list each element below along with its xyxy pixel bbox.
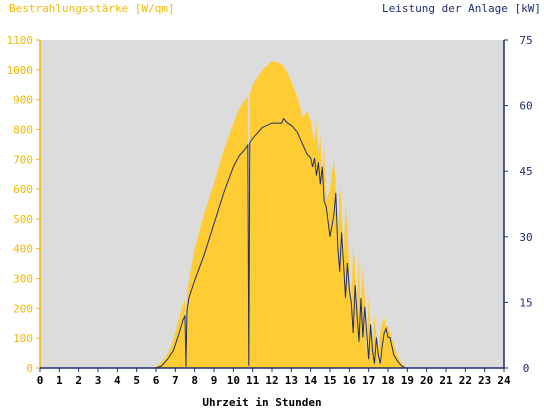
left-tick-label: 600 <box>13 183 33 196</box>
right-tick-label: 0 <box>523 362 530 375</box>
left-axis-title: Bestrahlungsstärke [W/qm] <box>9 2 175 15</box>
left-axis-ticks: 0 100 200 300 400 500 600 700 800 900 1000 1100 <box>7 34 40 375</box>
x-tick-label: 6 <box>153 374 160 387</box>
left-tick-label: 100 <box>13 332 33 345</box>
x-tick-label: 3 <box>95 374 102 387</box>
x-tick-label: 2 <box>75 374 82 387</box>
x-tick-label: 0 <box>37 374 44 387</box>
left-tick-label: 1100 <box>7 34 34 47</box>
x-tick-label: 20 <box>420 374 433 387</box>
power-line <box>40 117 504 369</box>
right-axis-title: Leistung der Anlage [kW] <box>382 2 541 15</box>
x-tick-label: 10 <box>227 374 240 387</box>
x-tick-label: 1 <box>56 374 63 387</box>
x-tick-label: 18 <box>381 374 394 387</box>
x-tick-label: 22 <box>459 374 472 387</box>
right-axis-ticks: 0 15 30 45 60 75 <box>504 34 533 375</box>
x-tick-label: 16 <box>343 374 357 387</box>
x-tick-label: 8 <box>191 374 198 387</box>
right-tick-label: 15 <box>519 296 532 309</box>
x-tick-label: 5 <box>133 374 140 387</box>
left-tick-label: 200 <box>13 302 33 315</box>
x-tick-label: 23 <box>478 374 491 387</box>
x-axis-ticks: 0 1 2 3 4 5 6 7 8 9 10 11 12 13 14 15 16 17 18 19 20 21 22 23 24 <box>37 368 511 387</box>
x-tick-label: 19 <box>401 374 414 387</box>
left-tick-label: 700 <box>13 153 33 166</box>
left-tick-label: 300 <box>13 273 33 286</box>
x-tick-label: 15 <box>323 374 336 387</box>
right-tick-label: 75 <box>519 34 532 47</box>
x-tick-label: 7 <box>172 374 179 387</box>
x-tick-label: 24 <box>497 374 511 387</box>
x-tick-label: 17 <box>362 374 375 387</box>
x-tick-label: 14 <box>304 374 318 387</box>
right-tick-label: 60 <box>519 100 532 113</box>
x-tick-label: 13 <box>285 374 298 387</box>
left-tick-label: 0 <box>26 362 33 375</box>
irradiance-area <box>40 60 504 369</box>
left-tick-label: 500 <box>13 213 33 226</box>
x-tick-label: 12 <box>265 374 278 387</box>
right-tick-label: 45 <box>519 165 532 178</box>
x-tick-label: 4 <box>114 374 121 387</box>
left-tick-label: 800 <box>13 123 33 136</box>
left-tick-label: 900 <box>13 94 33 107</box>
x-axis-label: Uhrzeit in Stunden <box>202 396 321 408</box>
x-tick-label: 11 <box>246 374 260 387</box>
left-tick-label: 400 <box>13 243 33 256</box>
x-tick-label: 9 <box>211 374 218 387</box>
x-tick-label: 21 <box>439 374 453 387</box>
left-tick-label: 1000 <box>7 64 34 77</box>
right-tick-label: 30 <box>519 231 532 244</box>
